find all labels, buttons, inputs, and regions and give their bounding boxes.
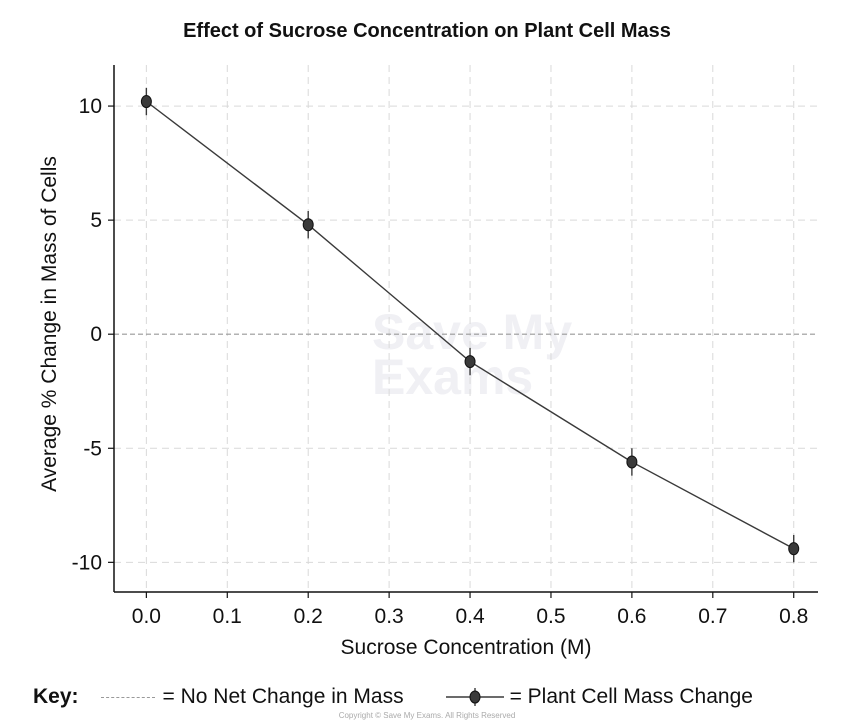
data-point: [302, 218, 314, 232]
y-tick-label: 10: [79, 95, 102, 118]
legend-title: Key:: [33, 685, 79, 708]
x-tick-label: 0.7: [698, 605, 727, 628]
x-tick-label: 0.3: [375, 605, 404, 628]
legend-item-no-net-change: = No Net Change in Mass: [162, 685, 404, 708]
data-point: [626, 455, 638, 469]
legend: Key: = No Net Change in Mass = Plant Cel…: [33, 683, 753, 711]
y-tick-label: -5: [83, 437, 102, 460]
y-axis-label: Average % Change in Mass of Cells: [38, 156, 61, 492]
x-axis-label: Sucrose Concentration (M): [340, 636, 592, 659]
x-tick-label: 0.0: [132, 605, 161, 628]
y-tick-label: -10: [72, 551, 102, 574]
copyright-notice: Copyright © Save My Exams. All Rights Re…: [338, 711, 516, 720]
watermark: Save My Exams: [372, 304, 573, 405]
legend-line-marker-icon: [445, 688, 504, 706]
watermark-line-1: Save My: [372, 304, 573, 360]
x-tick-label: 0.6: [617, 605, 646, 628]
x-tick-label: 0.8: [779, 605, 808, 628]
data-point: [788, 542, 800, 556]
x-tick-label: 0.2: [294, 605, 323, 628]
data-point: [464, 355, 476, 369]
series-line: [145, 100, 795, 550]
y-tick-label: 0: [90, 323, 102, 346]
watermark-line-2: Exams: [372, 349, 534, 405]
x-tick-label: 0.1: [213, 605, 242, 628]
legend-dashed-line-icon: [100, 696, 155, 698]
data-point: [140, 95, 152, 109]
x-tick-label: 0.5: [536, 605, 565, 628]
y-tick-label: 5: [90, 209, 102, 232]
x-tick-label: 0.4: [455, 605, 485, 628]
legend-item-plant-cell-mass-change: = Plant Cell Mass Change: [509, 685, 753, 708]
chart-title: Effect of Sucrose Concentration on Plant…: [183, 20, 671, 42]
